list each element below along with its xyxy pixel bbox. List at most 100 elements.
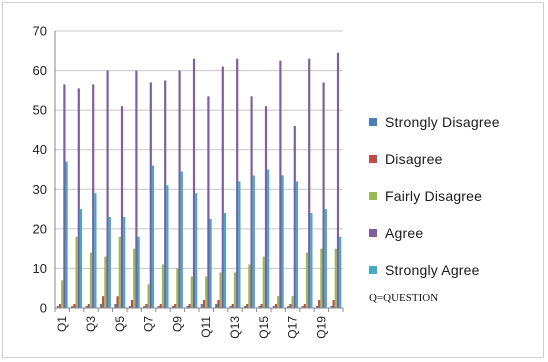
y-tick-label: 50 (33, 103, 47, 118)
bar-strongly-agree-q15 (267, 169, 270, 308)
bar-fairly-disagree-q5 (118, 236, 121, 308)
legend-swatch (369, 117, 377, 126)
bar-strongly-agree-q11 (209, 218, 212, 308)
legend-label: Strongly Disagree (385, 113, 500, 130)
bar-agree-q16 (279, 60, 282, 309)
legend-label: Agree (385, 224, 424, 241)
bar-strongly-disagree-q17 (287, 306, 290, 308)
bar-disagree-q18 (303, 304, 306, 308)
legend-item: Strongly Disagree (369, 103, 500, 140)
gridlines (55, 30, 343, 269)
x-tick-label: Q3 (84, 316, 98, 332)
bar-strongly-agree-q12 (223, 213, 227, 308)
legend-swatch (369, 191, 377, 200)
x-tick-label: Q11 (199, 316, 213, 338)
legend-item: Strongly Agree (369, 251, 500, 288)
bar-strongly-disagree-q2 (71, 306, 74, 308)
x-tick-label: Q13 (228, 316, 242, 339)
x-tick-labels: Q1 Q3 Q5 Q7 Q9 Q11 Q13 Q15 Q17 Q19 (55, 316, 328, 339)
bar-disagree-q16 (274, 304, 278, 308)
legend-item: Fairly Disagree (369, 177, 500, 214)
bar-disagree-q4 (102, 296, 105, 308)
bar-strongly-agree-q16 (281, 175, 284, 308)
bar-disagree-q7 (145, 304, 148, 308)
x-tick-label: Q19 (314, 316, 328, 339)
bar-strongly-disagree-q7 (143, 306, 146, 308)
y-tick-label: 30 (33, 182, 47, 197)
y-tick-label: 70 (33, 24, 47, 39)
bar-strongly-agree-q7 (151, 165, 155, 308)
bar-strongly-agree-q19 (324, 209, 327, 308)
bar-agree-q20 (336, 52, 340, 309)
legend: Strongly Disagree Disagree Fairly Disagree… (369, 103, 500, 288)
bar-disagree-q10 (188, 304, 191, 308)
bar-strongly-agree-q2 (79, 209, 83, 308)
y-tick-labels: 0 10 20 30 40 50 60 70 (33, 24, 47, 316)
bar-disagree-q12 (217, 300, 220, 308)
bar-fairly-disagree-q18 (305, 252, 309, 308)
bar-strongly-agree-q17 (295, 181, 299, 308)
bar-disagree-q17 (289, 304, 292, 308)
bar-strongly-disagree-q14 (243, 306, 247, 308)
bar-strongly-agree-q3 (94, 193, 97, 308)
bar-agree-q15 (264, 106, 268, 308)
bar-strongly-agree-q13 (238, 181, 241, 308)
bar-disagree-q6 (130, 300, 134, 308)
bar-fairly-disagree-q7 (147, 284, 150, 308)
bar-strongly-disagree-q11 (200, 304, 203, 308)
bar-agree-q12 (221, 66, 224, 308)
bar-strongly-disagree-q4 (99, 304, 103, 308)
y-tick-label: 10 (33, 261, 47, 276)
bar-disagree-q20 (332, 300, 335, 308)
bar-fairly-disagree-q17 (291, 296, 294, 308)
legend-label: Fairly Disagree (385, 187, 483, 204)
bar-agree-q13 (236, 58, 239, 309)
bar-fairly-disagree-q6 (133, 248, 136, 308)
x-tick-label: Q5 (113, 316, 127, 332)
bar-strongly-disagree-q9 (171, 306, 175, 308)
bar-fairly-disagree-q14 (248, 264, 251, 308)
bar-fairly-disagree-q10 (190, 276, 193, 308)
bar-agree-q5 (120, 106, 124, 308)
bar-agree-q17 (293, 125, 296, 308)
bar-disagree-q8 (159, 304, 162, 308)
bar-strongly-disagree-q20 (330, 306, 333, 308)
legend-swatch (369, 154, 377, 163)
bars (56, 52, 342, 309)
bar-disagree-q1 (58, 304, 62, 308)
bar-strongly-disagree-q19 (315, 306, 319, 308)
bar-fairly-disagree-q19 (320, 248, 323, 308)
bar-strongly-disagree-q18 (301, 306, 304, 308)
bar-strongly-disagree-q13 (229, 306, 232, 308)
bar-agree-q3 (92, 84, 95, 308)
y-tick-label: 40 (33, 142, 47, 157)
bar-disagree-q15 (260, 304, 263, 308)
bar-agree-q19 (322, 82, 325, 308)
bar-disagree-q13 (231, 304, 234, 308)
bar-strongly-agree-q5 (123, 216, 126, 308)
bar-agree-q14 (250, 96, 253, 308)
bar-strongly-disagree-q3 (85, 306, 88, 308)
y-tick-label: 20 (33, 221, 47, 236)
bar-fairly-disagree-q16 (277, 296, 280, 308)
bar-strongly-disagree-q8 (157, 306, 160, 308)
bar-fairly-disagree-q15 (262, 256, 265, 308)
bar-disagree-q2 (73, 304, 76, 308)
bar-fairly-disagree-q13 (233, 272, 237, 308)
x-tick-label: Q9 (170, 316, 184, 332)
bar-strongly-agree-q9 (180, 171, 183, 308)
bar-fairly-disagree-q20 (334, 248, 337, 308)
bar-strongly-agree-q14 (252, 175, 255, 308)
bar-fairly-disagree-q3 (89, 252, 93, 308)
bar-strongly-agree-q10 (195, 193, 198, 308)
bar-fairly-disagree-q4 (104, 256, 107, 308)
bar-strongly-disagree-q1 (56, 306, 59, 308)
bar-agree-q18 (308, 58, 311, 309)
axes (54, 31, 344, 312)
bar-disagree-q14 (246, 304, 249, 308)
bar-strongly-agree-q1 (65, 161, 68, 308)
bar-fairly-disagree-q8 (161, 264, 165, 308)
legend-label: Disagree (385, 150, 443, 167)
bar-strongly-agree-q4 (108, 216, 111, 308)
bar-agree-q9 (178, 70, 181, 308)
